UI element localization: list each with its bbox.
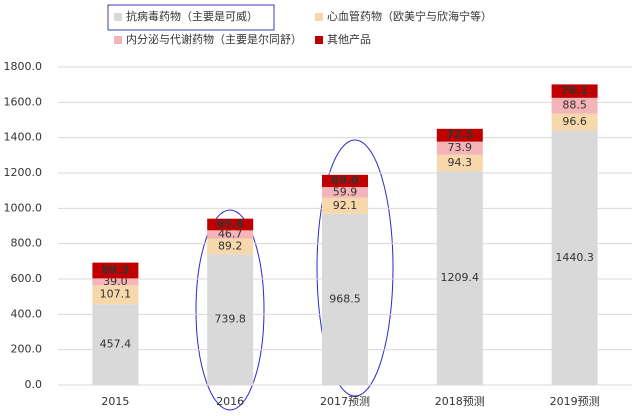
bar-segment — [207, 230, 254, 239]
bar-segment — [551, 113, 598, 131]
value-label: 96.6 — [562, 115, 587, 128]
value-label: 107.1 — [100, 288, 132, 301]
value-label: 88.5 — [562, 99, 587, 112]
legend-label: 内分泌与代谢药物（主要是尔同舒） — [126, 32, 302, 46]
value-label: 69.0 — [331, 174, 358, 187]
value-label: 457.4 — [100, 338, 132, 351]
x-tick-label: 2016 — [216, 395, 244, 408]
y-tick-label: 0.0 — [25, 378, 43, 391]
bar-segment — [551, 97, 598, 114]
highlight-ellipse — [195, 209, 265, 411]
bar-segment — [92, 285, 139, 305]
y-tick-label: 200.0 — [11, 343, 43, 356]
value-label: 739.8 — [214, 313, 246, 326]
legend-label: 心血管药物（欧美宁与欣海宁等） — [327, 9, 492, 23]
bar-segment — [436, 154, 483, 172]
x-tick-label: 2017预测 — [320, 395, 370, 408]
x-tick-label: 2018预测 — [435, 395, 485, 408]
y-tick-label: 1000.0 — [4, 201, 43, 214]
bar-segment — [322, 187, 368, 198]
y-tick-label: 1600.0 — [4, 95, 43, 108]
value-label: 1209.4 — [441, 271, 480, 284]
legend-label: 其他产品 — [327, 32, 371, 46]
y-tick-label: 600.0 — [11, 272, 43, 285]
value-label: 92.1 — [333, 199, 358, 212]
value-label: 968.5 — [329, 292, 361, 305]
bar-segment — [92, 304, 139, 385]
value-label: 94.3 — [448, 156, 473, 169]
bar-segment — [207, 218, 254, 231]
bar-segment — [207, 238, 254, 255]
bar-segment — [322, 213, 368, 385]
y-tick-label: 1800.0 — [4, 60, 43, 73]
value-label: 89.2 — [218, 239, 243, 252]
x-tick-label: 2015 — [101, 395, 129, 408]
bar-segment — [207, 254, 254, 385]
bar-segment — [92, 262, 139, 279]
legend-swatch — [114, 13, 122, 21]
y-tick-label: 400.0 — [11, 307, 43, 320]
legend-label: 抗病毒药物（主要是可威） — [126, 9, 258, 23]
legend-highlight — [107, 4, 275, 31]
value-label: 89.3 — [102, 263, 129, 276]
value-label: 76.1 — [561, 84, 588, 97]
value-label: 1440.3 — [555, 251, 594, 264]
value-label: 59.9 — [333, 185, 358, 198]
bar-segment — [322, 174, 368, 188]
bar-segment — [322, 197, 368, 214]
value-label: 72.5 — [446, 128, 473, 141]
y-tick-label: 1200.0 — [4, 166, 43, 179]
highlight-ellipse — [316, 139, 394, 397]
bar-segment — [551, 130, 598, 385]
legend-swatch — [315, 13, 323, 21]
legend-swatch — [315, 36, 323, 44]
x-tick-label: 2019预测 — [550, 395, 600, 408]
bar-segment — [436, 171, 483, 385]
legend-swatch — [114, 36, 122, 44]
bar-segment — [436, 128, 483, 142]
bar-segment — [436, 141, 483, 155]
y-tick-label: 800.0 — [11, 237, 43, 250]
value-label: 73.9 — [448, 141, 473, 154]
y-tick-label: 1400.0 — [4, 131, 43, 144]
value-label: 46.7 — [218, 227, 243, 240]
bar-segment — [92, 278, 139, 286]
value-label: 65.8 — [217, 217, 244, 230]
bar-segment — [551, 84, 598, 98]
